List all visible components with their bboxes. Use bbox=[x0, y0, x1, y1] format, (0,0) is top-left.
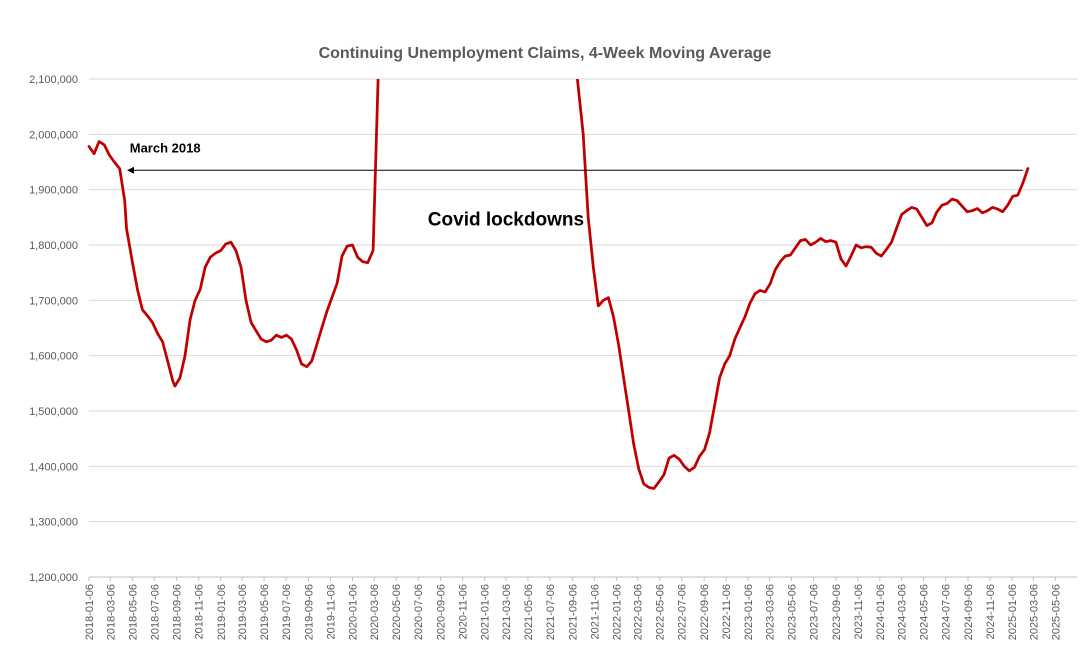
x-tick-label: 2018-03-06 bbox=[105, 584, 117, 640]
x-tick-label: 2021-01-06 bbox=[480, 584, 492, 640]
y-tick-label: 1,800,000 bbox=[29, 240, 78, 252]
x-tick-label: 2019-11-06 bbox=[325, 584, 337, 639]
chart-title: Continuing Unemployment Claims, 4-Week M… bbox=[319, 45, 772, 62]
y-axis: 1,200,000 1,300,000 1,400,000 1,500,000 1,60… bbox=[29, 74, 78, 584]
x-tick-label: 2024-05-06 bbox=[919, 584, 931, 640]
y-tick-label: 1,600,000 bbox=[29, 351, 78, 363]
x-tick-label: 2019-09-06 bbox=[303, 584, 315, 640]
x-tick-label: 2019-01-06 bbox=[216, 584, 228, 640]
x-tick-label: 2018-11-06 bbox=[194, 584, 206, 639]
x-tick-label: 2024-09-06 bbox=[963, 584, 975, 640]
x-tick-label: 2019-03-06 bbox=[237, 584, 249, 640]
x-tick-label: 2025-03-06 bbox=[1028, 584, 1040, 640]
x-tick-label: 2020-11-06 bbox=[458, 584, 470, 639]
x-tick-label: 2018-05-06 bbox=[127, 584, 139, 640]
x-tick-label: 2022-03-06 bbox=[633, 584, 645, 640]
y-tick-label: 1,300,000 bbox=[29, 517, 78, 529]
x-tick-label: 2022-01-06 bbox=[611, 584, 623, 640]
x-tick-label: 2021-09-06 bbox=[567, 584, 579, 640]
series-line-2 bbox=[576, 79, 1030, 490]
x-tick-label: 2023-07-06 bbox=[808, 584, 820, 640]
x-tick-label: 2021-11-06 bbox=[589, 584, 601, 639]
x-tick-label: 2025-01-06 bbox=[1007, 584, 1019, 640]
series-line-1 bbox=[87, 79, 380, 388]
x-tick-label: 2023-11-06 bbox=[853, 584, 865, 639]
x-tick-label: 2019-05-06 bbox=[259, 584, 271, 640]
x-tick-label: 2025-05-06 bbox=[1050, 584, 1062, 640]
x-tick-label: 2020-01-06 bbox=[348, 584, 360, 640]
x-tick-label: 2022-11-06 bbox=[721, 584, 733, 639]
x-tick-label: 2020-05-06 bbox=[391, 584, 403, 640]
x-tick-label: 2024-07-06 bbox=[941, 584, 953, 640]
x-tick-label: 2024-01-06 bbox=[875, 584, 887, 640]
data-series bbox=[87, 79, 1030, 490]
x-tick-label: 2023-09-06 bbox=[831, 584, 843, 640]
covid-lockdowns-label: Covid lockdowns bbox=[428, 210, 584, 231]
x-tick-label: 2023-03-06 bbox=[764, 584, 776, 640]
x-tick-label: 2023-05-06 bbox=[786, 584, 798, 640]
y-tick-label: 1,400,000 bbox=[29, 461, 78, 473]
x-tick-label: 2020-03-06 bbox=[369, 584, 381, 640]
x-tick-label: 2019-07-06 bbox=[281, 584, 293, 640]
x-tick-label: 2018-01-06 bbox=[84, 584, 96, 640]
x-tick-label: 2024-11-06 bbox=[985, 584, 997, 639]
x-tick-label: 2021-05-06 bbox=[523, 584, 535, 640]
x-tick-label: 2022-07-06 bbox=[677, 584, 689, 640]
y-tick-label: 1,900,000 bbox=[29, 185, 78, 197]
x-tick-label: 2020-09-06 bbox=[436, 584, 448, 640]
y-tick-label: 2,000,000 bbox=[29, 129, 78, 141]
x-tick-label: 2022-05-06 bbox=[655, 584, 667, 640]
y-tick-label: 2,100,000 bbox=[29, 74, 78, 86]
y-tick-label: 1,200,000 bbox=[29, 572, 78, 584]
x-tick-label: 2024-03-06 bbox=[897, 584, 909, 640]
x-axis: 2018-01-06 2018-03-06 2018-05-06 2018-07-06… bbox=[84, 577, 1062, 640]
x-tick-label: 2020-07-06 bbox=[413, 584, 425, 640]
x-tick-label: 2018-07-06 bbox=[149, 584, 161, 640]
x-tick-label: 2018-09-06 bbox=[172, 584, 184, 640]
y-tick-label: 1,500,000 bbox=[29, 406, 78, 418]
x-tick-label: 2023-01-06 bbox=[743, 584, 755, 640]
march-2018-label: March 2018 bbox=[130, 140, 201, 155]
x-tick-label: 2022-09-06 bbox=[699, 584, 711, 640]
x-tick-label: 2021-07-06 bbox=[545, 584, 557, 640]
x-tick-label: 2021-03-06 bbox=[501, 584, 513, 640]
annotations: March 2018 Covid lockdowns bbox=[127, 140, 1023, 231]
y-tick-label: 1,700,000 bbox=[29, 295, 78, 307]
